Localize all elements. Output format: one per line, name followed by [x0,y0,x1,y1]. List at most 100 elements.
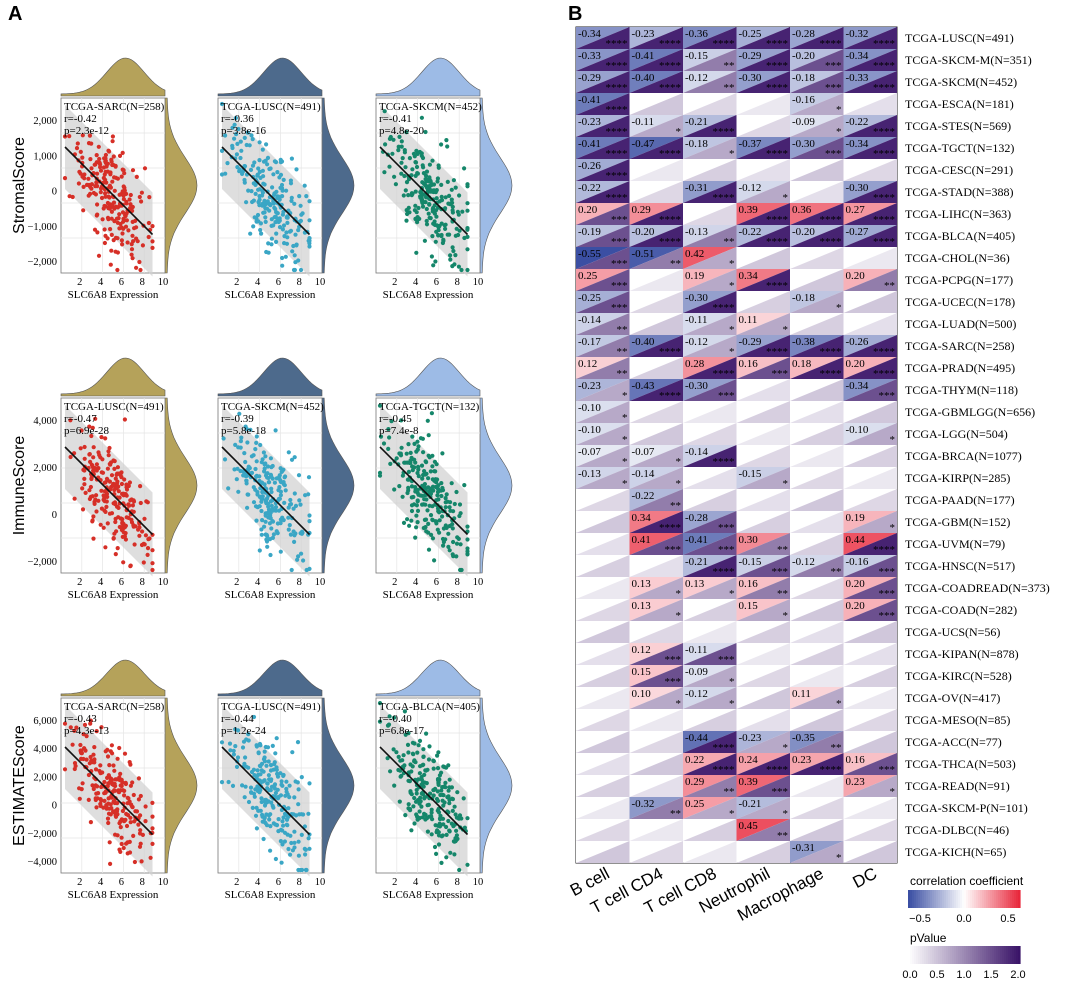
significance-stars: * [676,126,682,138]
scatter-point [424,206,429,212]
scatter-point [405,490,410,496]
p-legend-step [910,946,913,964]
scatter-point [289,195,294,200]
scatter-point [261,450,266,455]
p-legend-step [930,946,933,964]
heatmap-cell: -0.32** [629,797,683,820]
scatter-point [278,549,283,554]
heatmap-cell: 0.25*** [576,269,630,292]
pvalue-triangle [790,357,844,379]
scatter-point [265,745,271,750]
heatmap-cell: 0.23* [843,775,897,798]
significance-stars: *** [611,280,628,292]
scatter-point [86,772,91,778]
scatter-point [465,184,470,189]
significance-stars: *** [879,566,896,578]
scatter-point [117,847,122,852]
scatter-point [415,750,420,755]
scatter-point [286,806,291,811]
scatter-point [262,759,268,764]
p-legend-step [1010,946,1013,964]
pvalue-triangle [683,247,737,269]
scatter-point [82,722,88,728]
scatter-point [454,226,459,231]
corr-legend-step [994,890,997,908]
y-axis-label: StromalScore [11,137,28,234]
pvalue-triangle [683,269,737,291]
scatter-point [284,188,289,193]
scatter-point [424,529,429,534]
scatter-point [137,259,142,265]
x-tick-label: 6 [276,577,281,588]
y-tick-label: 2,000 [33,772,57,783]
corr-value: -0.38 [792,336,815,348]
scatter-point [273,751,278,756]
scatter-point [412,457,417,462]
scatter-point [457,193,462,198]
pvalue-triangle [736,731,790,753]
scatter-point [433,786,438,791]
scatter-point [110,751,115,756]
pvalue-triangle [843,335,897,357]
scatter-point [109,159,114,164]
scatter-point [450,526,455,531]
scatter-point [245,505,250,510]
corr-legend-step [914,890,917,908]
scatter-point [465,862,470,867]
scatter-point [92,227,98,232]
heatmap-cell [576,533,630,555]
pvalue-triangle [790,379,844,401]
scatter-point [399,144,404,149]
panel-b-label: B [568,3,582,25]
scatter-point [294,167,299,172]
heatmap-cell: -0.13* [576,467,630,490]
pvalue-triangle [736,181,790,203]
heatmap-cell [790,401,844,423]
scatter-point [431,188,437,193]
corr-legend-step [1012,890,1015,908]
scatter-point [465,247,470,252]
scatter-point [435,493,440,498]
corr-value: -0.29 [739,50,762,62]
scatter-point [104,476,110,481]
heatmap-cell [736,643,790,665]
pvalue-triangle [736,511,790,533]
scatter-point [460,209,465,214]
pvalue-triangle [790,731,844,753]
pvalue-triangle [683,731,737,753]
scatter-point [412,759,417,764]
scatter-point [262,803,268,808]
corr-legend-step [956,890,959,908]
p-legend-step [1016,946,1019,964]
scatter-point [121,184,126,189]
scatter-point [273,428,278,433]
heatmap-cell: -0.21**** [683,115,737,138]
scatter-point [434,462,439,467]
scatter-point [281,223,287,228]
scatter-point [117,153,123,158]
scatter-point [276,817,281,822]
scatter-point [277,225,283,230]
corr-value: -0.07 [632,446,655,458]
scatter-point [125,801,130,806]
scatter-point [418,799,423,804]
corr-value: -0.13 [578,468,601,480]
heatmap-cell: -0.13** [683,225,737,248]
scatter-point [443,523,448,528]
scatter-point [103,545,108,550]
scatter-point [67,194,72,199]
scatter-point [72,728,77,733]
scatter-point [425,508,430,513]
p-legend-step [996,946,999,964]
pvalue-triangle [736,49,790,71]
scatter-point [108,861,113,867]
scatter-point [420,436,425,441]
scatter-point [101,525,106,530]
scatter-point [284,786,289,792]
heatmap-cell [683,489,737,511]
scatter-plot: TCGA-TGCT(N=132)r=-0.45p=7.4e-82 4 6 8 10SLC… [375,357,513,601]
pvalue-triangle [790,555,844,577]
significance-stars: ** [777,544,788,556]
scatter-point [277,485,282,490]
scatter-point [257,478,262,484]
